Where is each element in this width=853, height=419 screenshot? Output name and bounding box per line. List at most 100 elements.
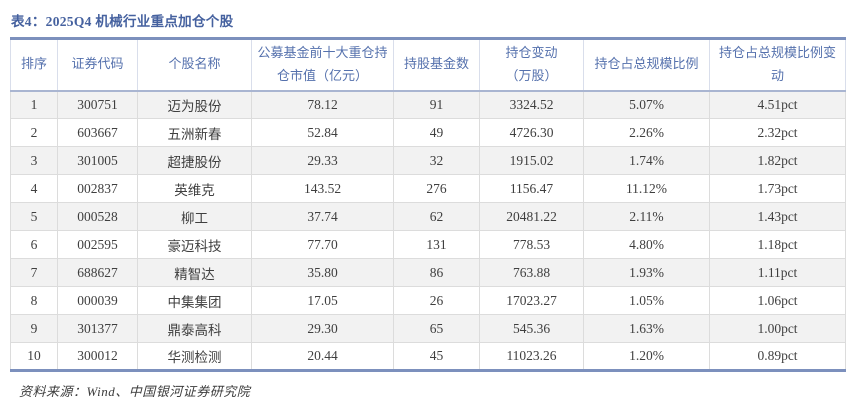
- table-cell: 17.05: [251, 286, 394, 315]
- source-note: 资料来源：Wind、中国银河证券研究院: [19, 384, 251, 399]
- column-header: 证券代码: [57, 38, 138, 92]
- table-cell: 2.32pct: [709, 118, 846, 147]
- table-cell: 1.63%: [583, 314, 710, 343]
- table-cell: 4.51pct: [709, 90, 846, 119]
- table-cell: 10: [10, 342, 58, 371]
- column-header: 持仓占总规模比例变动: [709, 38, 846, 92]
- table-cell: 1.05%: [583, 286, 710, 315]
- table-cell: 鼎泰高科: [137, 314, 252, 343]
- table-row: 8 000039 中集集团 17.05 26 17023.27 1.05% 1.06pct: [10, 286, 846, 315]
- table-cell: 2.11%: [583, 202, 710, 231]
- table-cell: 131: [393, 230, 480, 259]
- table-cell: 1915.02: [479, 146, 584, 175]
- table-cell: 1156.47: [479, 174, 584, 203]
- table-cell: 华测检测: [137, 342, 252, 371]
- table-cell: 5: [10, 202, 58, 231]
- table-cell: 29.30: [251, 314, 394, 343]
- table-cell: 9: [10, 314, 58, 343]
- table-cell: 6: [10, 230, 58, 259]
- table-cell: 17023.27: [479, 286, 584, 315]
- holdings-table: 排序 证券代码 个股名称 公募基金前十大重仓持 仓市值（亿元） 持股基金数 持仓变动 （万…: [10, 37, 846, 372]
- table-row: 4 002837 英维克 143.52 276 1156.47 11.12% 1.73pct: [10, 174, 846, 203]
- table-row: 6 002595 豪迈科技 77.70 131 778.53 4.80% 1.18pct: [10, 230, 846, 259]
- table-cell: 20.44: [251, 342, 394, 371]
- table-cell: 0.89pct: [709, 342, 846, 371]
- column-header: 持股基金数: [393, 38, 480, 92]
- table-cell: 002595: [57, 230, 138, 259]
- table-cell: 11023.26: [479, 342, 584, 371]
- table-cell: 1.74%: [583, 146, 710, 175]
- table-row: 10 300012 华测检测 20.44 45 11023.26 1.20% 0.89pct: [10, 342, 846, 371]
- table-cell: 3: [10, 146, 58, 175]
- table-cell: 柳工: [137, 202, 252, 231]
- table-cell: 1.20%: [583, 342, 710, 371]
- table-cell: 688627: [57, 258, 138, 287]
- table-cell: 4: [10, 174, 58, 203]
- table-cell: 45: [393, 342, 480, 371]
- table-cell: 77.70: [251, 230, 394, 259]
- table-cell: 1.43pct: [709, 202, 846, 231]
- table-cell: 8: [10, 286, 58, 315]
- table-cell: 86: [393, 258, 480, 287]
- table-cell: 1.00pct: [709, 314, 846, 343]
- table-cell: 276: [393, 174, 480, 203]
- table-cell: 301377: [57, 314, 138, 343]
- table-row: 2 603667 五洲新春 52.84 49 4726.30 2.26% 2.32pct: [10, 118, 846, 147]
- table-row: 3 301005 超捷股份 29.33 32 1915.02 1.74% 1.82pct: [10, 146, 846, 175]
- table-cell: 37.74: [251, 202, 394, 231]
- table-cell: 英维克: [137, 174, 252, 203]
- table-cell: 143.52: [251, 174, 394, 203]
- table-cell: 300751: [57, 90, 138, 119]
- table-cell: 52.84: [251, 118, 394, 147]
- table-cell: 3324.52: [479, 90, 584, 119]
- table-cell: 豪迈科技: [137, 230, 252, 259]
- table-cell: 2: [10, 118, 58, 147]
- table-cell: 11.12%: [583, 174, 710, 203]
- table-cell: 78.12: [251, 90, 394, 119]
- table-row: 7 688627 精智达 35.80 86 763.88 1.93% 1.11pct: [10, 258, 846, 287]
- table-cell: 778.53: [479, 230, 584, 259]
- table-cell: 1: [10, 90, 58, 119]
- header-row: 排序 证券代码 个股名称 公募基金前十大重仓持 仓市值（亿元） 持股基金数 持仓变动 （万…: [10, 38, 846, 92]
- table-cell: 1.82pct: [709, 146, 846, 175]
- table-cell: 603667: [57, 118, 138, 147]
- table-header: 排序 证券代码 个股名称 公募基金前十大重仓持 仓市值（亿元） 持股基金数 持仓变动 （万…: [10, 38, 846, 92]
- table-cell: 000528: [57, 202, 138, 231]
- table-cell: 1.06pct: [709, 286, 846, 315]
- column-header: 持仓变动 （万股）: [479, 38, 584, 92]
- table-cell: 超捷股份: [137, 146, 252, 175]
- table-cell: 1.73pct: [709, 174, 846, 203]
- table-cell: 91: [393, 90, 480, 119]
- table-cell: 五洲新春: [137, 118, 252, 147]
- column-header: 个股名称: [137, 38, 252, 92]
- table-cell: 中集集团: [137, 286, 252, 315]
- table-row: 5 000528 柳工 37.74 62 20481.22 2.11% 1.43pct: [10, 202, 846, 231]
- table-row: 1 300751 迈为股份 78.12 91 3324.52 5.07% 4.51pct: [10, 90, 846, 119]
- table-cell: 000039: [57, 286, 138, 315]
- table-cell: 20481.22: [479, 202, 584, 231]
- table-row: 9 301377 鼎泰高科 29.30 65 545.36 1.63% 1.00pct: [10, 314, 846, 343]
- table-cell: 65: [393, 314, 480, 343]
- table-cell: 迈为股份: [137, 90, 252, 119]
- table-cell: 精智达: [137, 258, 252, 287]
- table-cell: 7: [10, 258, 58, 287]
- table-cell: 1.93%: [583, 258, 710, 287]
- table-cell: 1.11pct: [709, 258, 846, 287]
- table-cell: 29.33: [251, 146, 394, 175]
- table-body: 1 300751 迈为股份 78.12 91 3324.52 5.07% 4.51pct 2 60…: [10, 90, 846, 371]
- table-title: 表4：2025Q4 机械行业重点加仓个股: [11, 14, 234, 29]
- column-header: 排序: [10, 38, 58, 92]
- column-header: 公募基金前十大重仓持 仓市值（亿元）: [251, 38, 394, 92]
- column-header: 持仓占总规模比例: [583, 38, 710, 92]
- table-cell: 4.80%: [583, 230, 710, 259]
- table-cell: 763.88: [479, 258, 584, 287]
- table-cell: 1.18pct: [709, 230, 846, 259]
- table-cell: 545.36: [479, 314, 584, 343]
- table-cell: 002837: [57, 174, 138, 203]
- table-cell: 32: [393, 146, 480, 175]
- table-cell: 4726.30: [479, 118, 584, 147]
- table-cell: 300012: [57, 342, 138, 371]
- table-cell: 301005: [57, 146, 138, 175]
- table-cell: 35.80: [251, 258, 394, 287]
